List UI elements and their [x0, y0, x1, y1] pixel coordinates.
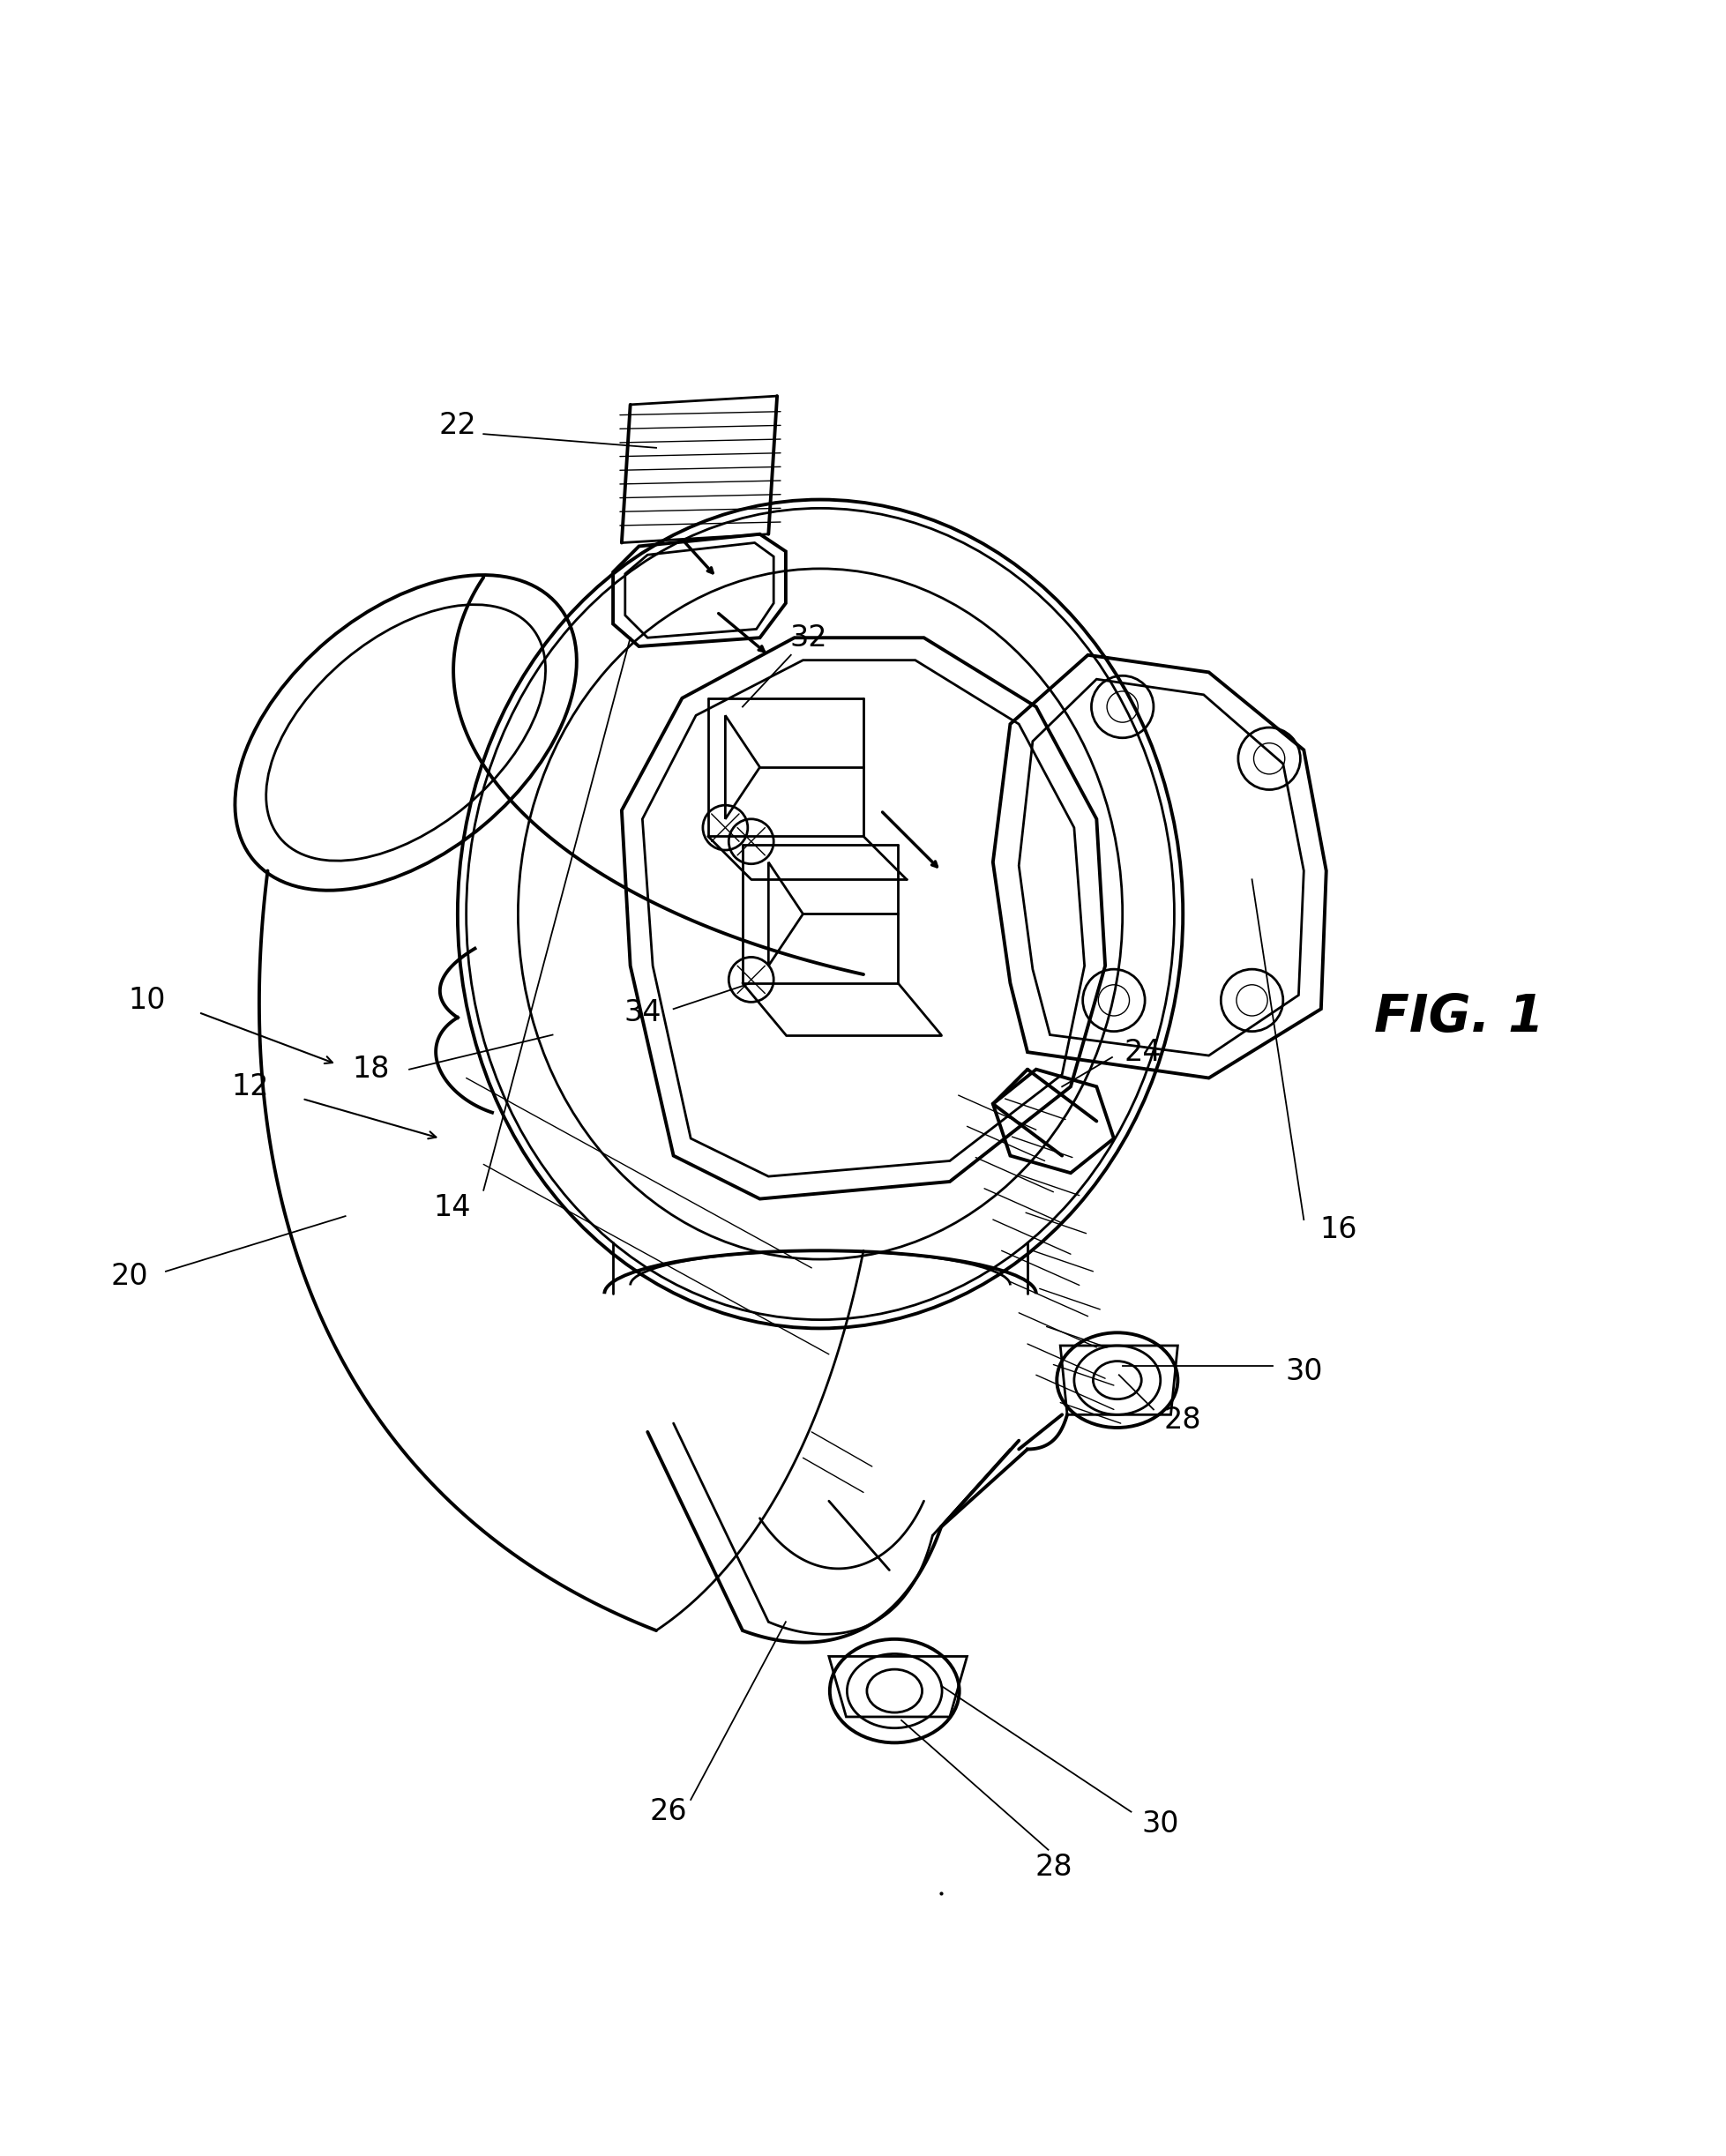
Text: 20: 20	[110, 1261, 148, 1291]
Text: 16: 16	[1319, 1216, 1357, 1244]
Text: 34: 34	[623, 998, 661, 1026]
Text: 18: 18	[352, 1054, 390, 1084]
Text: 22: 22	[438, 412, 476, 440]
Text: 32: 32	[789, 623, 827, 653]
Text: 12: 12	[231, 1072, 269, 1102]
Text: 10: 10	[128, 985, 166, 1015]
Text: 30: 30	[1141, 1809, 1179, 1839]
Text: 30: 30	[1284, 1356, 1322, 1386]
Text: 14: 14	[433, 1192, 471, 1222]
Text: 24: 24	[1124, 1037, 1162, 1067]
Text: 28: 28	[1163, 1406, 1201, 1434]
Text: FIG. 1: FIG. 1	[1374, 992, 1543, 1044]
Text: 28: 28	[1034, 1852, 1072, 1882]
Text: 26: 26	[649, 1798, 687, 1826]
